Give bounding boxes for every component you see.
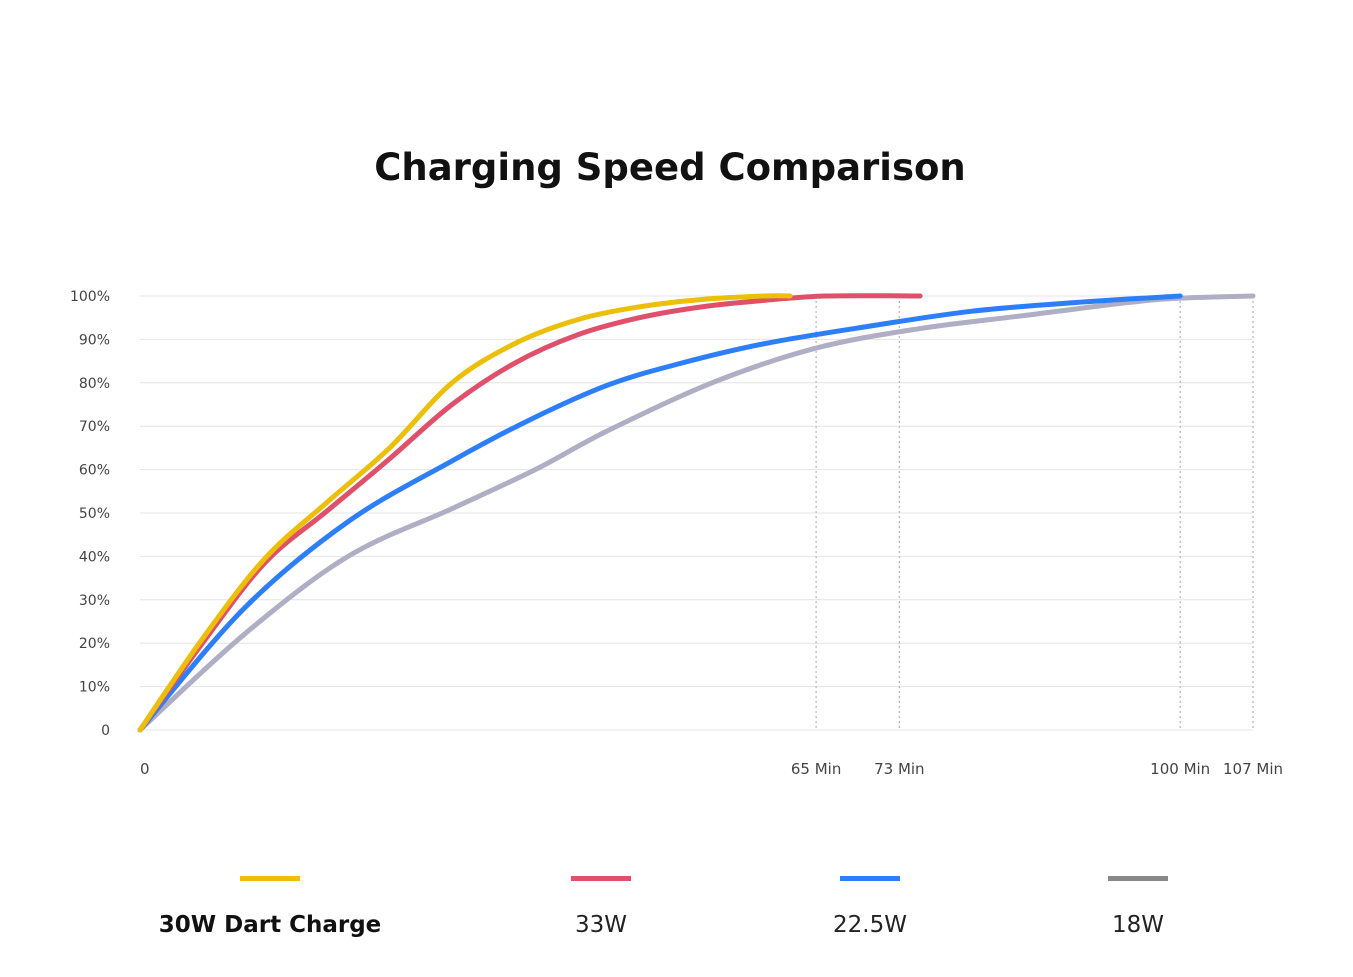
legend-swatch-30w: [240, 876, 300, 881]
x-tick-label: 100 Min: [1150, 760, 1210, 778]
y-tick-label: 50%: [79, 506, 110, 522]
legend-swatch-18w: [1108, 876, 1168, 881]
y-tick-label: 70%: [79, 419, 110, 435]
x-tick-label: 73 Min: [874, 760, 924, 778]
legend-label-18w: 18W: [1111, 912, 1164, 938]
legend-label-22-5w: 22.5W: [833, 912, 907, 938]
x-tick-label: 65 Min: [791, 760, 841, 778]
series-line-33w: [137, 293, 923, 733]
y-axis-ticks: 0 10% 20% 30% 40% 50% 60% 70% 80% 90% 100%: [70, 289, 110, 739]
y-tick-label: 10%: [79, 680, 110, 696]
y-tick-label: 30%: [79, 593, 110, 609]
x-tick-label: 107 Min: [1223, 760, 1283, 778]
legend-label-30w: 30W Dart Charge: [158, 912, 382, 938]
y-tick-label: 90%: [79, 332, 110, 348]
y-tick-label: 60%: [79, 463, 110, 479]
x-tick-label: 0: [140, 760, 150, 778]
legend-swatch-33w: [571, 876, 631, 881]
chart-title: Charging Speed Comparison: [374, 146, 966, 189]
legend-swatch-22-5w: [840, 876, 900, 881]
grid-layer: [140, 295, 1254, 731]
y-tick-label: 100%: [70, 289, 110, 305]
series-line-22-5w: [137, 293, 1183, 733]
y-tick-label: 40%: [79, 549, 110, 565]
series-line-30w: [137, 293, 793, 733]
x-axis-ticks: 0 65 Min 73 Min 100 Min 107 Min: [140, 760, 1283, 778]
legend-label-33w: 33W: [574, 912, 627, 938]
y-tick-label: 20%: [79, 636, 110, 652]
y-tick-label: 80%: [79, 376, 110, 392]
y-tick-label: 0: [101, 723, 110, 739]
series-layer: [137, 293, 1256, 733]
series-line-18w: [137, 293, 1256, 733]
